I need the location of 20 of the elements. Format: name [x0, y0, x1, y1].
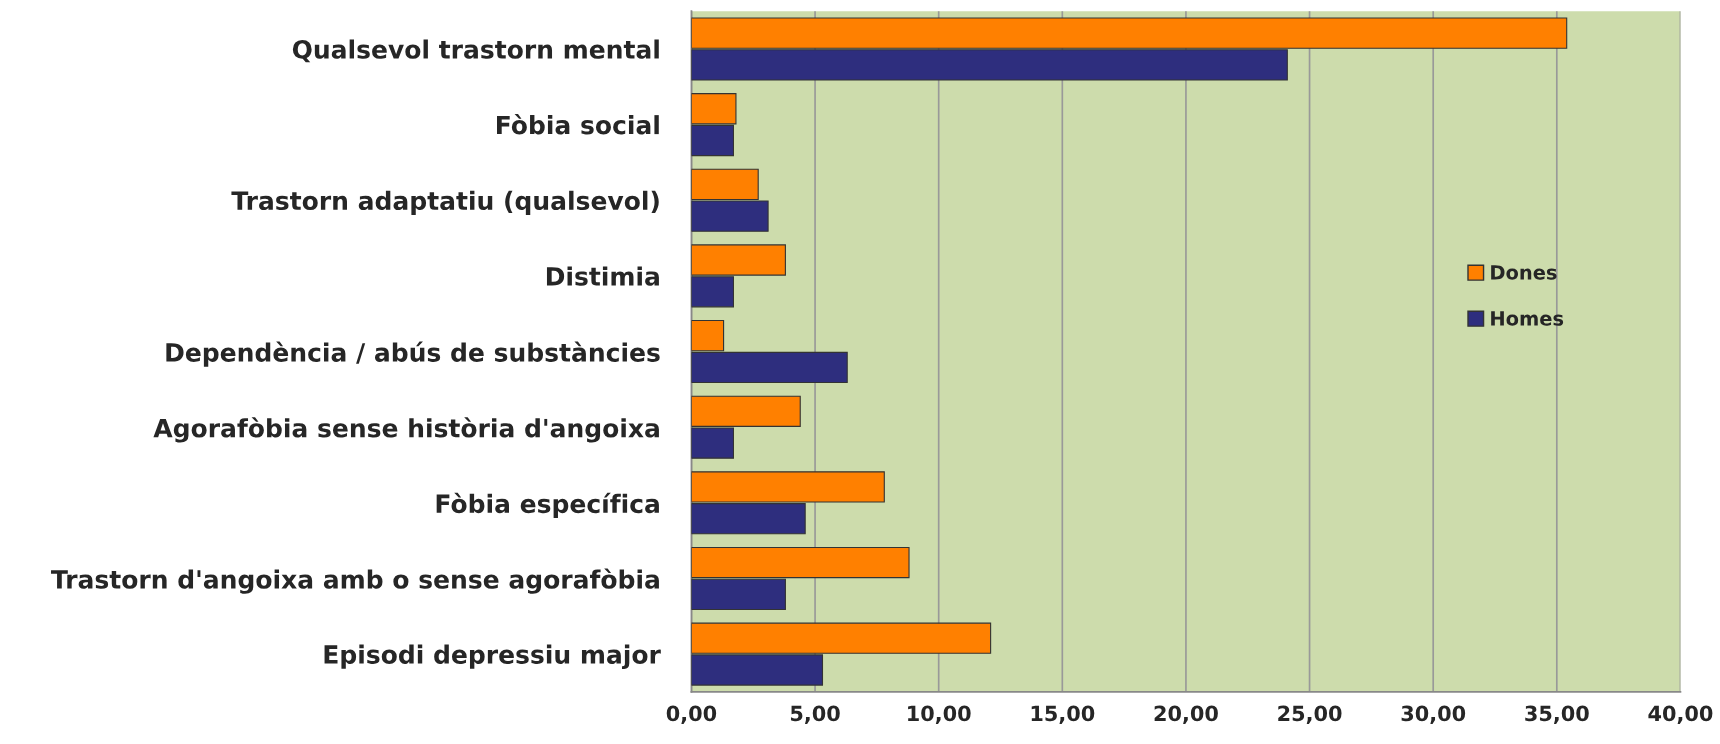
y-tick-label: Agorafòbia sense història d'angoixa: [153, 417, 659, 443]
y-tick-label: Trastorn adaptatiu (qualsevol): [231, 190, 659, 215]
y-tick-label: Trastorn d'angoixa amb o sense agorafòbia: [51, 568, 659, 594]
x-tick-label: 20,00: [1154, 705, 1218, 724]
x-tick-label: 0,00: [666, 705, 717, 724]
x-tick-label: 40,00: [1648, 705, 1713, 724]
legend-label: Homes: [1491, 311, 1564, 326]
x-tick-label: 10,00: [908, 705, 971, 724]
x-tick-label: 5,00: [790, 705, 840, 724]
x-tick-label: 25,00: [1278, 705, 1342, 724]
x-tick-label: 15,00: [1031, 705, 1095, 724]
legend-label: Dones: [1491, 265, 1557, 280]
y-tick-label: Fòbia específica: [436, 492, 659, 519]
y-tick-label: Fòbia social: [497, 114, 659, 135]
y-tick-label: Qualsevol trastorn mental: [292, 39, 659, 63]
y-tick-label: Dependència / abús de substàncies: [166, 341, 660, 367]
x-tick-label: 35,00: [1525, 705, 1589, 724]
x-tick-label: 30,00: [1401, 705, 1466, 724]
y-tick-label: Episodi depressiu major: [324, 644, 661, 669]
y-tick-label: Distimia: [546, 266, 659, 286]
